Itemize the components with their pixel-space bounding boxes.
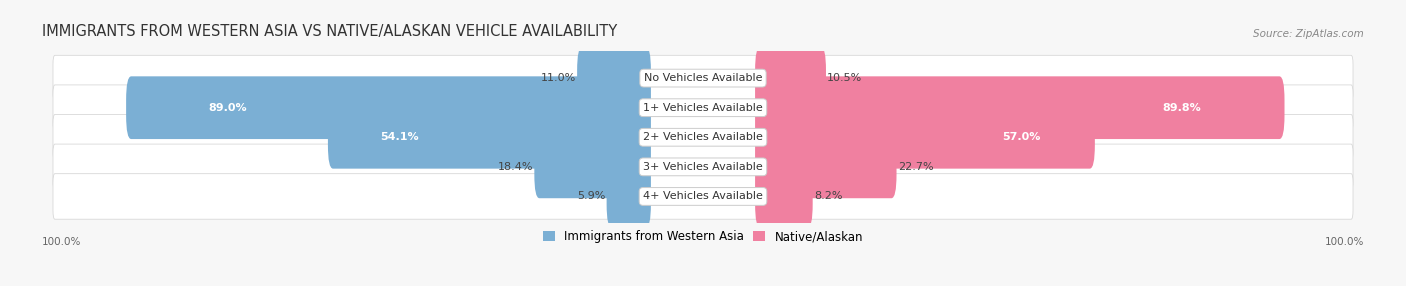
Text: 18.4%: 18.4%: [498, 162, 533, 172]
Text: 89.0%: 89.0%: [208, 103, 247, 113]
Legend: Immigrants from Western Asia, Native/Alaskan: Immigrants from Western Asia, Native/Ala…: [538, 226, 868, 248]
FancyBboxPatch shape: [755, 106, 1095, 169]
FancyBboxPatch shape: [534, 136, 651, 198]
FancyBboxPatch shape: [755, 165, 813, 228]
Text: 10.5%: 10.5%: [827, 73, 862, 83]
FancyBboxPatch shape: [53, 114, 1353, 160]
FancyBboxPatch shape: [755, 76, 1285, 139]
Text: No Vehicles Available: No Vehicles Available: [644, 73, 762, 83]
Text: 3+ Vehicles Available: 3+ Vehicles Available: [643, 162, 763, 172]
Text: IMMIGRANTS FROM WESTERN ASIA VS NATIVE/ALASKAN VEHICLE AVAILABILITY: IMMIGRANTS FROM WESTERN ASIA VS NATIVE/A…: [42, 25, 617, 39]
Text: 2+ Vehicles Available: 2+ Vehicles Available: [643, 132, 763, 142]
Text: 1+ Vehicles Available: 1+ Vehicles Available: [643, 103, 763, 113]
FancyBboxPatch shape: [127, 76, 651, 139]
Text: 89.8%: 89.8%: [1163, 103, 1202, 113]
Text: 4+ Vehicles Available: 4+ Vehicles Available: [643, 191, 763, 201]
Text: 100.0%: 100.0%: [1324, 237, 1364, 247]
FancyBboxPatch shape: [755, 136, 897, 198]
FancyBboxPatch shape: [755, 47, 825, 110]
Text: Source: ZipAtlas.com: Source: ZipAtlas.com: [1253, 29, 1364, 39]
FancyBboxPatch shape: [53, 174, 1353, 219]
FancyBboxPatch shape: [53, 55, 1353, 101]
Text: 5.9%: 5.9%: [576, 191, 606, 201]
Text: 11.0%: 11.0%: [540, 73, 576, 83]
Text: 22.7%: 22.7%: [898, 162, 934, 172]
FancyBboxPatch shape: [576, 47, 651, 110]
Text: 100.0%: 100.0%: [42, 237, 82, 247]
FancyBboxPatch shape: [606, 165, 651, 228]
Text: 8.2%: 8.2%: [814, 191, 842, 201]
Text: 54.1%: 54.1%: [380, 132, 419, 142]
FancyBboxPatch shape: [328, 106, 651, 169]
FancyBboxPatch shape: [53, 144, 1353, 190]
Text: 57.0%: 57.0%: [1002, 132, 1040, 142]
FancyBboxPatch shape: [53, 85, 1353, 130]
